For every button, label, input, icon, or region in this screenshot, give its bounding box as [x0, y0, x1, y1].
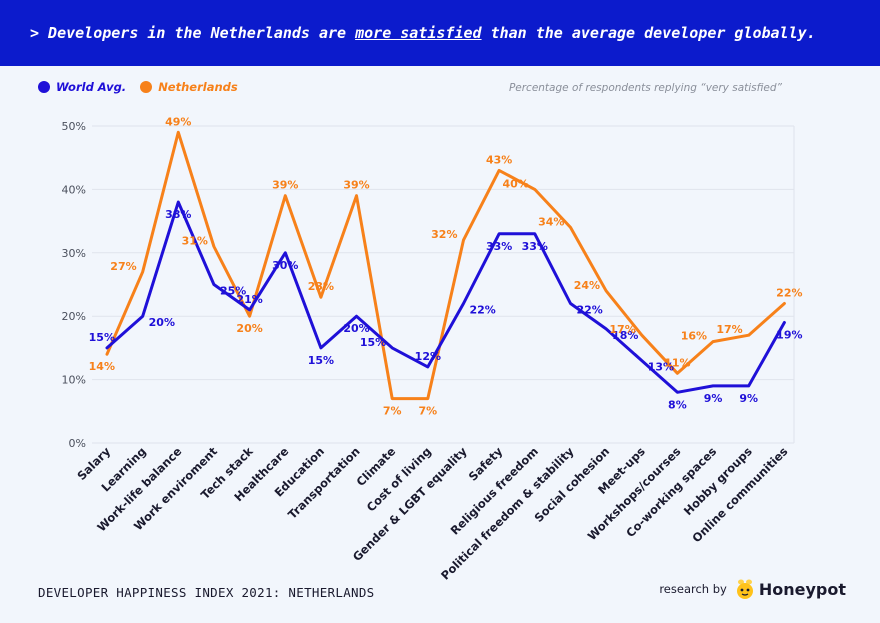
research-credit: research by Honeypot — [659, 578, 846, 600]
data-label-netherlands: 40% — [502, 177, 528, 190]
data-label-world: 12% — [415, 350, 441, 363]
data-label-world: 20% — [343, 322, 369, 335]
data-label-world: 33% — [522, 240, 548, 253]
chart-note: Percentage of respondents replying “very… — [508, 82, 782, 94]
data-label-netherlands: 17% — [609, 323, 635, 336]
header-banner — [0, 0, 880, 66]
headline-suffix: than the average developer globally. — [481, 24, 816, 42]
data-label-netherlands: 34% — [538, 215, 564, 228]
data-label-netherlands: 20% — [236, 322, 262, 335]
data-label-world: 9% — [704, 392, 723, 405]
y-tick-label: 10% — [62, 374, 86, 387]
data-label-world: 20% — [149, 316, 175, 329]
chart-legend: World Avg. Netherlands — [38, 80, 252, 94]
y-tick-label: 0% — [69, 437, 86, 450]
data-label-world: 15% — [360, 336, 386, 349]
y-tick-label: 50% — [62, 120, 86, 133]
data-label-world: 9% — [739, 392, 758, 405]
legend-dot-world — [38, 81, 50, 93]
data-label-netherlands: 11% — [664, 356, 690, 369]
data-label-netherlands: 22% — [776, 287, 802, 300]
data-label-world: 33% — [486, 240, 512, 253]
data-label-world: 21% — [236, 293, 262, 306]
data-label-world: 25% — [220, 285, 246, 298]
data-label-world: 13% — [648, 361, 674, 374]
y-tick-label: 20% — [62, 310, 86, 323]
legend-item-world: World Avg. — [38, 80, 126, 94]
data-label-netherlands: 16% — [681, 330, 707, 343]
data-label-world: 22% — [470, 304, 496, 317]
series-line-netherlands — [105, 130, 786, 401]
data-label-netherlands: 31% — [182, 234, 208, 247]
data-label-netherlands: 14% — [89, 360, 115, 373]
data-label-netherlands: 39% — [272, 179, 298, 192]
legend-item-netherlands: Netherlands — [140, 80, 238, 94]
legend-label-netherlands: Netherlands — [158, 80, 238, 94]
data-label-netherlands: 27% — [110, 260, 136, 273]
data-label-netherlands: 7% — [419, 405, 438, 418]
data-label-world: 30% — [272, 259, 298, 272]
credit-text: research by — [659, 582, 727, 596]
headline: > Developers in the Netherlands are more… — [30, 0, 816, 66]
data-label-world: 15% — [308, 354, 334, 367]
series-line-world — [105, 200, 786, 394]
data-label-netherlands: 24% — [574, 279, 600, 292]
data-label-netherlands: 43% — [486, 153, 512, 166]
data-label-netherlands: 32% — [431, 228, 457, 241]
data-label-netherlands: 49% — [165, 115, 191, 128]
data-label-world: 22% — [576, 304, 602, 317]
bee-icon — [736, 579, 753, 599]
data-label-netherlands: 39% — [343, 179, 369, 192]
data-label-world: 38% — [165, 208, 191, 221]
brand-name: Honeypot — [758, 579, 846, 599]
data-label-netherlands: 17% — [716, 323, 742, 336]
data-label-netherlands: 7% — [383, 405, 402, 418]
headline-highlight: more satisfied — [355, 24, 482, 42]
y-tick-label: 40% — [62, 183, 86, 196]
legend-dot-netherlands — [140, 81, 153, 93]
data-label-world: 18% — [612, 329, 638, 342]
data-label-world: 19% — [776, 329, 802, 342]
legend-label-world: World Avg. — [56, 80, 127, 94]
headline-prefix: > Developers in the Netherlands are — [30, 24, 356, 42]
data-label-world: 8% — [668, 398, 687, 411]
data-label-world: 15% — [89, 331, 115, 344]
footer-title: DEVELOPER HAPPINESS INDEX 2021: NETHERLA… — [38, 585, 375, 600]
y-tick-label: 30% — [62, 247, 86, 260]
data-label-netherlands: 23% — [308, 280, 334, 293]
